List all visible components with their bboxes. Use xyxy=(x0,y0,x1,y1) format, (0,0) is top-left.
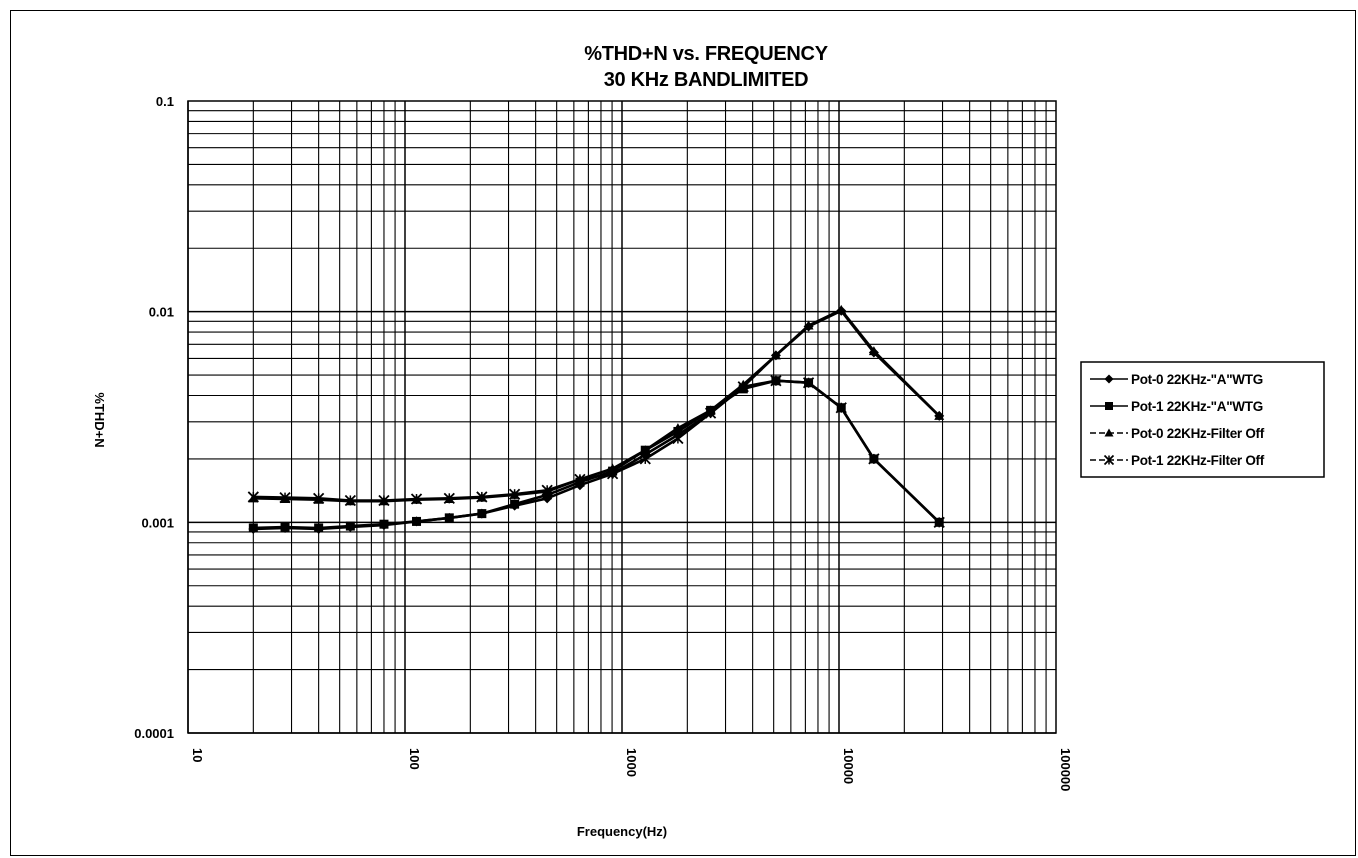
data-point xyxy=(868,453,880,465)
data-point xyxy=(1104,374,1114,384)
data-point xyxy=(606,468,619,480)
data-point xyxy=(1103,454,1115,466)
legend: Pot-0 22KHz-"A"WTG Pot-1 22KHz-"A"WTG Pot-… xyxy=(1080,361,1325,478)
data-point xyxy=(803,320,814,330)
data-point xyxy=(248,523,258,533)
y-tick-label: 0.1 xyxy=(156,94,174,109)
data-point xyxy=(541,484,553,496)
data-point xyxy=(378,494,390,507)
data-point xyxy=(1104,428,1114,437)
chart-subtitle: 30 KHz BANDLIMITED xyxy=(604,69,809,91)
x-tick-label: 100 xyxy=(407,748,422,770)
data-point xyxy=(704,407,717,419)
data-point xyxy=(672,423,683,433)
data-point xyxy=(574,473,586,485)
data-point xyxy=(672,432,684,445)
legend-entry-label: Pot-1 22KHz-"A"WTG xyxy=(1131,399,1263,414)
y-tick-label: 0.01 xyxy=(149,305,174,320)
data-point xyxy=(868,346,879,356)
data-point xyxy=(1105,402,1113,410)
data-point xyxy=(247,491,259,503)
chart-frame xyxy=(10,10,1356,856)
legend-entry-label: Pot-1 22KHz-Filter Off xyxy=(1131,453,1265,468)
x-tick-label: 100000 xyxy=(1058,748,1073,791)
data-point xyxy=(640,445,651,455)
legend-box xyxy=(1080,361,1325,478)
data-point xyxy=(770,375,782,387)
series-layer xyxy=(247,304,945,534)
x-tick-label: 10 xyxy=(190,748,205,762)
data-point xyxy=(933,516,945,528)
plot-area xyxy=(187,100,1057,734)
data-point xyxy=(279,491,291,504)
data-point xyxy=(410,493,423,505)
grid xyxy=(187,101,1056,734)
x-tick-label: 1000 xyxy=(624,748,639,777)
tick-labels: 10 100 1000 10000 100000 0.1 0.01 0.001 0.0001 xyxy=(134,94,1073,791)
data-point xyxy=(510,499,520,509)
data-point xyxy=(934,410,945,420)
data-point xyxy=(737,381,749,393)
data-point xyxy=(836,304,847,314)
x-tick-label: 10000 xyxy=(841,748,856,784)
data-point xyxy=(802,377,815,389)
data-point xyxy=(477,509,487,519)
series-4 xyxy=(247,375,945,528)
data-point xyxy=(345,521,355,531)
data-point xyxy=(508,488,521,500)
legend-entry-label: Pot-0 22KHz-Filter Off xyxy=(1131,426,1265,441)
data-point xyxy=(313,492,325,504)
data-point xyxy=(444,513,454,523)
data-point xyxy=(476,491,488,503)
data-point xyxy=(412,516,422,526)
chart-title: %THD+N vs. FREQUENCY xyxy=(584,43,828,65)
series-line xyxy=(253,379,941,524)
y-tick-label: 0.0001 xyxy=(134,726,174,741)
data-point xyxy=(314,523,324,533)
data-point xyxy=(280,522,290,532)
data-point xyxy=(639,453,651,465)
data-point xyxy=(835,402,847,414)
data-point xyxy=(443,492,455,504)
series-line xyxy=(253,309,941,531)
data-point xyxy=(344,494,356,507)
data-point xyxy=(379,519,389,529)
data-point xyxy=(770,350,781,360)
y-axis-label: %THD+N xyxy=(92,392,107,447)
y-tick-label: 0.001 xyxy=(141,515,174,530)
legend-entry-label: Pot-0 22KHz-"A"WTG xyxy=(1131,372,1263,387)
x-axis-label: Frequency(Hz) xyxy=(577,824,667,839)
